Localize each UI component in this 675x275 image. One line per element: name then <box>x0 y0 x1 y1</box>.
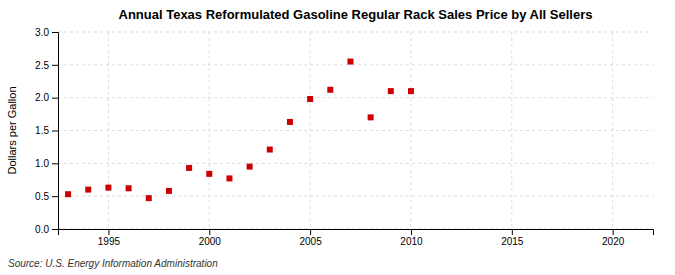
point <box>347 59 353 65</box>
grid-line-y <box>58 130 653 131</box>
grid-line-x <box>410 32 411 229</box>
x-tick-label: 1995 <box>98 236 121 247</box>
x-tick: 2010 <box>400 229 423 247</box>
y-tick-label: 2.0 <box>35 92 49 103</box>
point <box>247 164 253 170</box>
y-tick: 1.0 <box>35 158 58 169</box>
y-tick: 1.5 <box>35 125 58 136</box>
y-tick-label: 3.0 <box>35 27 49 38</box>
y-tick-label: 1.0 <box>35 158 49 169</box>
y-tick: 2.5 <box>35 60 58 71</box>
point <box>126 185 132 191</box>
x-tick: 2000 <box>199 229 222 247</box>
x-tick-mark <box>411 229 412 235</box>
x-axis-line <box>59 230 654 236</box>
point <box>105 185 111 191</box>
point <box>388 88 394 94</box>
grid-line-y <box>58 97 653 98</box>
x-tick-mark <box>310 229 311 235</box>
y-tick-label: 0.5 <box>35 191 49 202</box>
y-tick-label: 2.5 <box>35 60 49 71</box>
x-tick-mark <box>108 229 109 235</box>
grid-line-y <box>58 32 653 33</box>
x-tick: 2020 <box>602 229 625 247</box>
x-tick: 1995 <box>98 229 121 247</box>
x-tick-label: 2005 <box>299 236 322 247</box>
point <box>206 171 212 177</box>
y-tick-mark <box>52 32 58 33</box>
title: Annual Texas Reformulated Gasoline Regul… <box>119 7 593 22</box>
point <box>186 165 192 171</box>
point <box>408 88 414 94</box>
y-tick-mark <box>52 229 58 230</box>
y-tick-mark <box>52 65 58 66</box>
source-note: Source: U.S. Energy Information Administ… <box>8 258 218 269</box>
y-tick-label: 0.0 <box>35 224 49 235</box>
y-axis: 0.0 0.5 1.0 1.5 2.0 2.5 3.0 <box>35 27 58 235</box>
grid <box>58 32 653 229</box>
y-axis-line <box>52 33 59 230</box>
x-tick: 2015 <box>501 229 524 247</box>
x-tick-label: 2000 <box>199 236 222 247</box>
point <box>307 96 313 102</box>
point <box>146 195 152 201</box>
point <box>65 191 71 197</box>
y-tick: 3.0 <box>35 27 58 38</box>
y-tick: 0.5 <box>35 191 58 202</box>
point <box>287 119 293 125</box>
x-tick-mark <box>209 229 210 235</box>
chart: 1995 2000 2005 2010 2015 2020 0.0 0.5 1.0 1.5 2.0 2… <box>0 0 675 275</box>
point <box>85 187 91 193</box>
y-tick-mark <box>52 131 58 132</box>
points <box>65 59 414 202</box>
y-tick: 0.0 <box>35 224 58 235</box>
grid-line-y <box>58 163 653 164</box>
x-tick-label: 2015 <box>501 236 524 247</box>
y-tick-mark <box>52 163 58 164</box>
y-tick-mark <box>52 98 58 99</box>
grid-line-x <box>511 32 512 229</box>
y-axis-label: Dollars per Gallon <box>6 86 18 174</box>
plot: 1995 2000 2005 2010 2015 2020 0.0 0.5 1.0 1.5 2.0 2… <box>35 27 653 247</box>
y-tick-label: 1.5 <box>35 125 49 136</box>
x-tick-label: 2020 <box>602 236 625 247</box>
grid-line-y <box>58 64 653 65</box>
point <box>267 147 273 153</box>
point <box>368 114 374 120</box>
x-tick-mark <box>512 229 513 235</box>
x-axis: 1995 2000 2005 2010 2015 2020 <box>59 229 654 247</box>
x-tick-mark <box>613 229 614 235</box>
point <box>226 175 232 181</box>
x-tick: 2005 <box>299 229 322 247</box>
y-tick: 2.0 <box>35 92 58 103</box>
x-tick-label: 2010 <box>400 236 423 247</box>
point <box>166 188 172 194</box>
y-tick-mark <box>52 196 58 197</box>
point <box>327 87 333 93</box>
